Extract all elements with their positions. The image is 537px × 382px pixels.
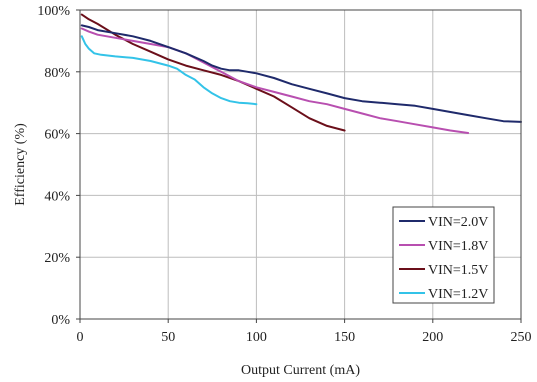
x-axis-title: Output Current (mA) bbox=[241, 363, 360, 378]
x-tick-label: 100 bbox=[246, 330, 267, 345]
y-tick-label: 0% bbox=[51, 313, 70, 328]
x-tick-label: 150 bbox=[334, 330, 355, 345]
y-tick-label: 40% bbox=[44, 189, 70, 204]
legend-item: VIN=2.0V bbox=[399, 215, 488, 230]
legend-label: VIN=1.2V bbox=[428, 287, 488, 302]
x-tick-label: 0 bbox=[77, 330, 84, 345]
series-line-vin-1-5v bbox=[80, 13, 346, 132]
y-tick-label: 80% bbox=[44, 66, 70, 81]
y-tick-label: 20% bbox=[44, 251, 70, 266]
legend-label: VIN=2.0V bbox=[428, 215, 488, 230]
legend-item: VIN=1.2V bbox=[399, 287, 488, 302]
x-tick-label: 200 bbox=[422, 330, 443, 345]
y-tick-label: 60% bbox=[44, 128, 70, 143]
plot-frame bbox=[79, 9, 522, 320]
series-line-vin-2-0v bbox=[80, 24, 522, 123]
ticks-layer: 0 50 100 150 200 250 0% 20% 40% 60% 80% 100% bbox=[37, 4, 531, 345]
legend-item: VIN=1.5V bbox=[399, 263, 488, 278]
y-axis-title: Efficiency (%) bbox=[13, 123, 28, 206]
legend-label: VIN=1.8V bbox=[428, 239, 488, 254]
legend-label: VIN=1.5V bbox=[428, 263, 488, 278]
legend-item: VIN=1.8V bbox=[399, 239, 488, 254]
legend-box bbox=[392, 206, 495, 304]
series-line-vin-1-8v bbox=[80, 27, 470, 134]
x-tick-label: 50 bbox=[161, 330, 175, 345]
x-tick-label: 250 bbox=[511, 330, 532, 345]
series-line-vin-1-2v bbox=[80, 35, 258, 106]
legend: VIN=2.0V VIN=1.8V VIN=1.5V VIN=1.2V bbox=[392, 206, 495, 304]
grid-layer bbox=[80, 10, 521, 319]
series-layer bbox=[80, 13, 522, 134]
y-tick-label: 100% bbox=[37, 4, 70, 19]
